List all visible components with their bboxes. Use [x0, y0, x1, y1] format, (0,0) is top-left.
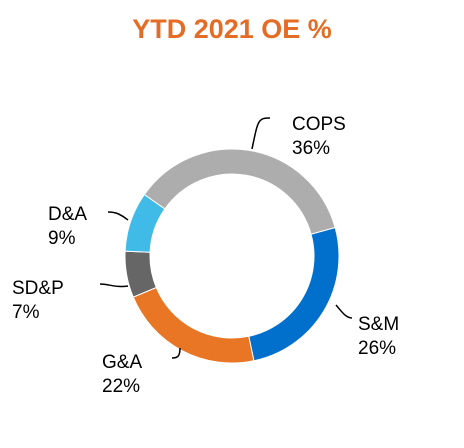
value-label-cops: 36%: [292, 138, 330, 159]
donut-slices: [124, 148, 340, 364]
chart-title: YTD 2021 OE %: [132, 14, 332, 44]
value-label-d-a: 9%: [48, 228, 76, 249]
category-label-s-m: S&M: [358, 314, 399, 335]
slice-cops: [143, 148, 336, 235]
category-label-d-a: D&A: [48, 204, 87, 225]
value-label-sd-p: 7%: [12, 302, 40, 323]
value-label-s-m: 26%: [358, 338, 396, 359]
leader-line-d-a: [107, 211, 129, 221]
value-label-g-a: 22%: [102, 376, 140, 397]
leader-line-s-m: [335, 304, 353, 319]
slice-g-a: [132, 286, 255, 364]
leader-line-g-a: [171, 347, 181, 359]
leader-line-sd-p: [99, 283, 129, 288]
category-label-g-a: G&A: [102, 352, 142, 373]
slice-d-a: [124, 193, 166, 253]
leader-line-cops: [251, 117, 271, 150]
category-label-sd-p: SD&P: [12, 278, 64, 299]
category-label-cops: COPS: [292, 114, 346, 135]
slice-labels: COPS 36% S&M 26% G&A 22% SD&P 7% D&A 9%: [12, 114, 399, 397]
slice-s-m: [248, 226, 340, 362]
